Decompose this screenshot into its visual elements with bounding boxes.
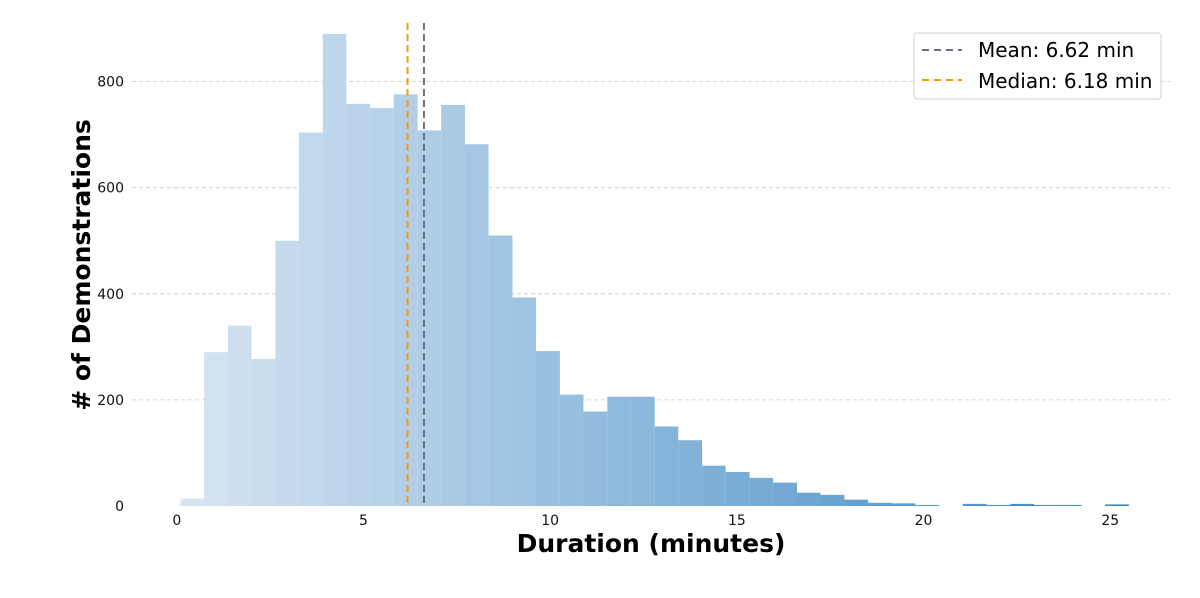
histogram-bar — [465, 144, 489, 506]
histogram-bar — [773, 482, 797, 506]
x-tick-label: 0 — [172, 513, 181, 529]
axis-ticks: 0 200 400 600 800 0 5 10 15 20 25 — [97, 75, 1119, 529]
histogram-bar — [204, 352, 228, 506]
histogram-bar — [820, 494, 845, 506]
histogram-bar — [1105, 504, 1129, 506]
histogram-bar — [227, 325, 252, 506]
histogram-bar — [535, 351, 560, 506]
x-tick-label: 10 — [541, 513, 559, 529]
histogram-bar — [702, 465, 726, 506]
histogram-bar — [796, 492, 821, 506]
histogram-bar — [441, 104, 466, 506]
y-tick-label: 600 — [97, 181, 124, 197]
histogram-bar — [1057, 504, 1082, 506]
legend-box — [913, 32, 1162, 100]
histogram-bar — [891, 503, 916, 506]
histogram-bar — [915, 504, 940, 506]
histogram-bar — [867, 502, 892, 506]
histogram-bar — [180, 498, 205, 506]
legend: Mean: 6.62 min Median: 6.18 min — [913, 32, 1162, 100]
histogram-bar — [393, 94, 418, 506]
histogram-bar — [986, 504, 1011, 506]
y-tick-label: 200 — [97, 393, 124, 409]
histogram-bar — [749, 477, 774, 506]
histogram-bars — [180, 33, 1129, 507]
histogram-bar — [346, 103, 371, 506]
x-tick-label: 15 — [728, 513, 746, 529]
histogram-bar — [678, 440, 703, 506]
histogram-bar — [1034, 504, 1058, 506]
histogram-bar — [844, 499, 868, 506]
y-tick-label: 800 — [97, 75, 124, 91]
y-tick-label: 400 — [97, 287, 124, 303]
x-tick-label: 5 — [359, 513, 368, 529]
histogram-bar — [251, 359, 276, 506]
histogram-bar — [559, 394, 584, 506]
histogram-bar — [607, 396, 631, 506]
histogram-bar — [298, 132, 323, 506]
x-tick-label: 25 — [1101, 513, 1119, 529]
histogram-bar — [322, 33, 347, 507]
histogram-bar — [962, 503, 987, 506]
reference-lines — [406, 23, 425, 506]
legend-mean-label: Mean: 6.62 min — [978, 38, 1134, 62]
histogram-bar — [654, 426, 679, 506]
x-axis-title: Duration (minutes) — [517, 529, 786, 558]
legend-median-label: Median: 6.18 min — [978, 69, 1152, 93]
histogram-bar — [488, 235, 513, 507]
histogram-bar — [275, 240, 299, 507]
histogram-bar — [630, 396, 655, 506]
histogram-bar — [725, 472, 750, 506]
histogram-bar — [1010, 503, 1035, 506]
x-tick-label: 20 — [915, 513, 933, 529]
histogram-bar — [583, 411, 608, 506]
y-axis-title: # of Demonstrations — [67, 119, 96, 411]
histogram-bar — [417, 130, 442, 506]
histogram-bar — [512, 297, 536, 506]
y-tick-label: 0 — [115, 499, 124, 515]
histogram-bar — [370, 108, 394, 506]
